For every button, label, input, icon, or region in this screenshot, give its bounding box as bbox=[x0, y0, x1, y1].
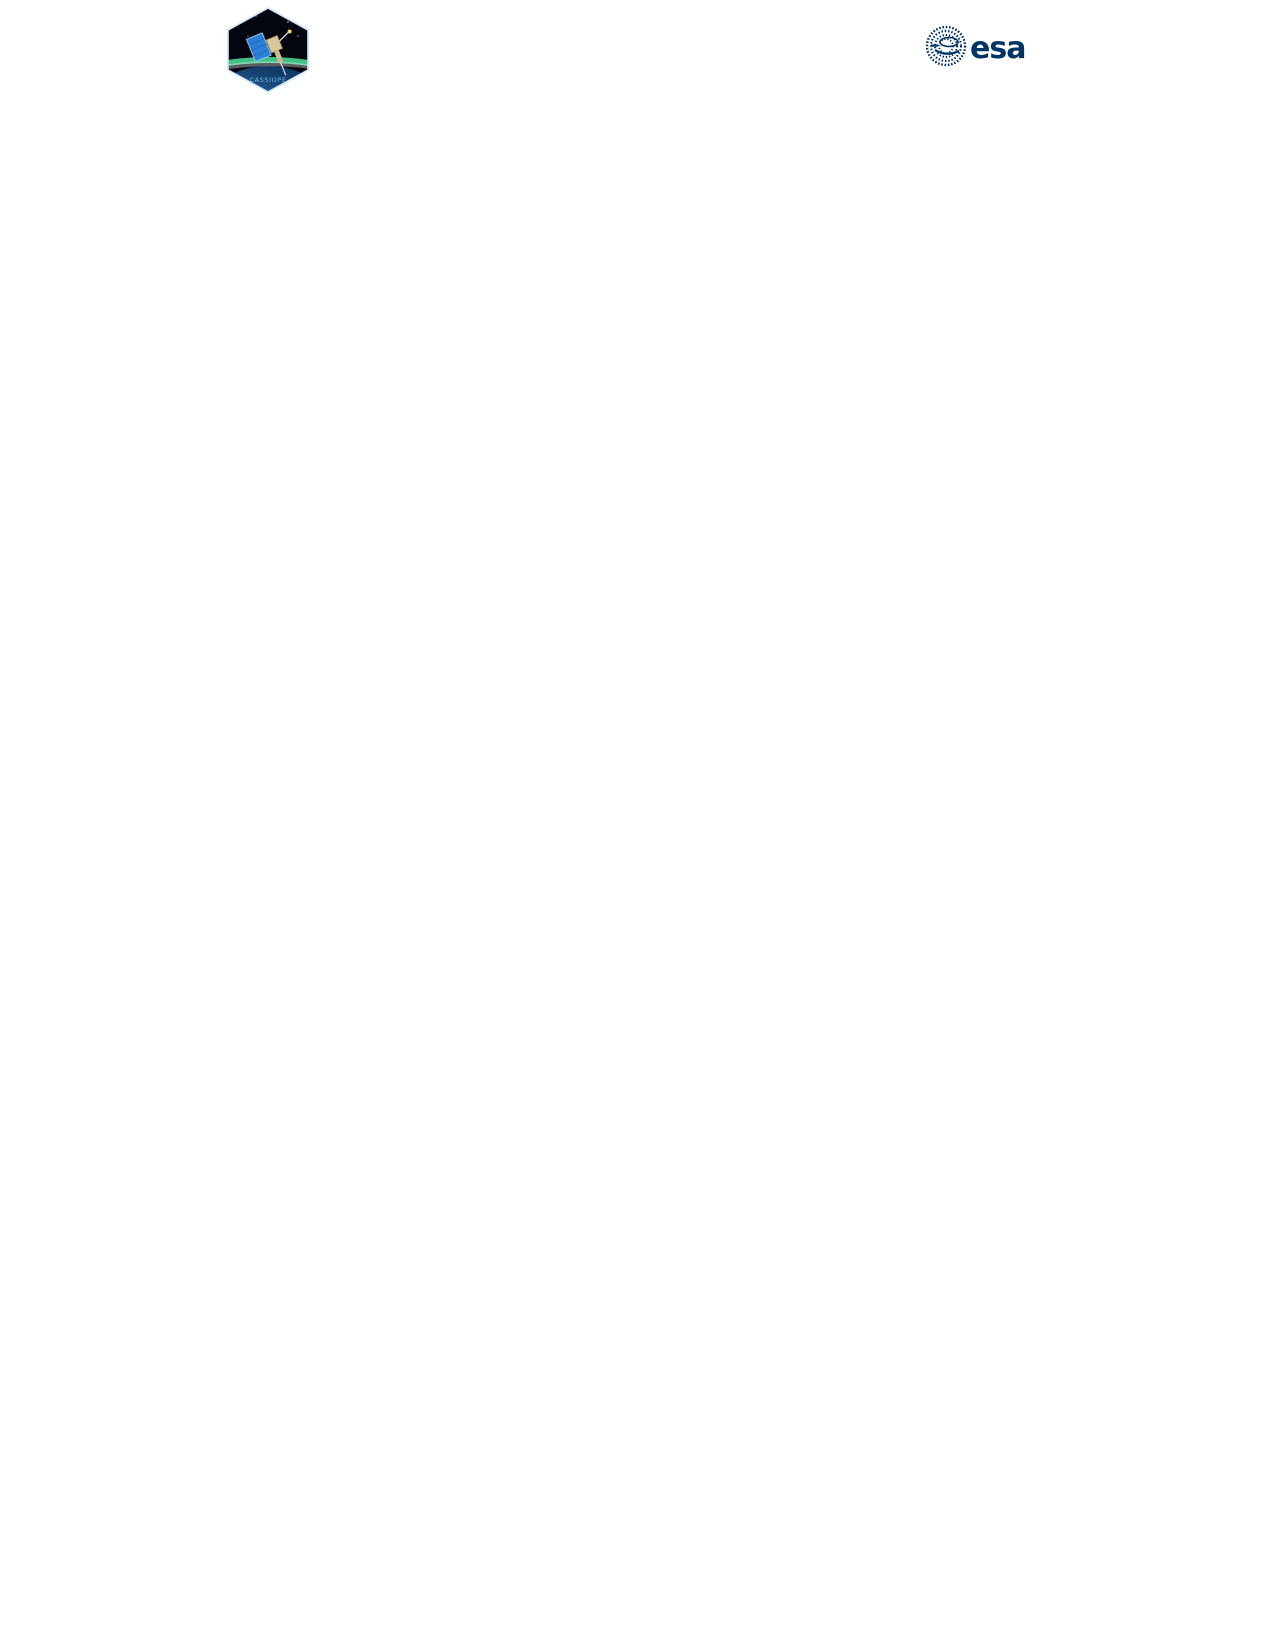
esa-logo-icon: esa bbox=[922, 24, 1050, 68]
svg-text:esa: esa bbox=[970, 31, 1025, 66]
page-header: CASSIOPE esa bbox=[0, 0, 1275, 95]
svg-text:CASSIOPE: CASSIOPE bbox=[249, 76, 286, 84]
cassiope-mission-logo-icon: CASSIOPE bbox=[222, 6, 314, 94]
